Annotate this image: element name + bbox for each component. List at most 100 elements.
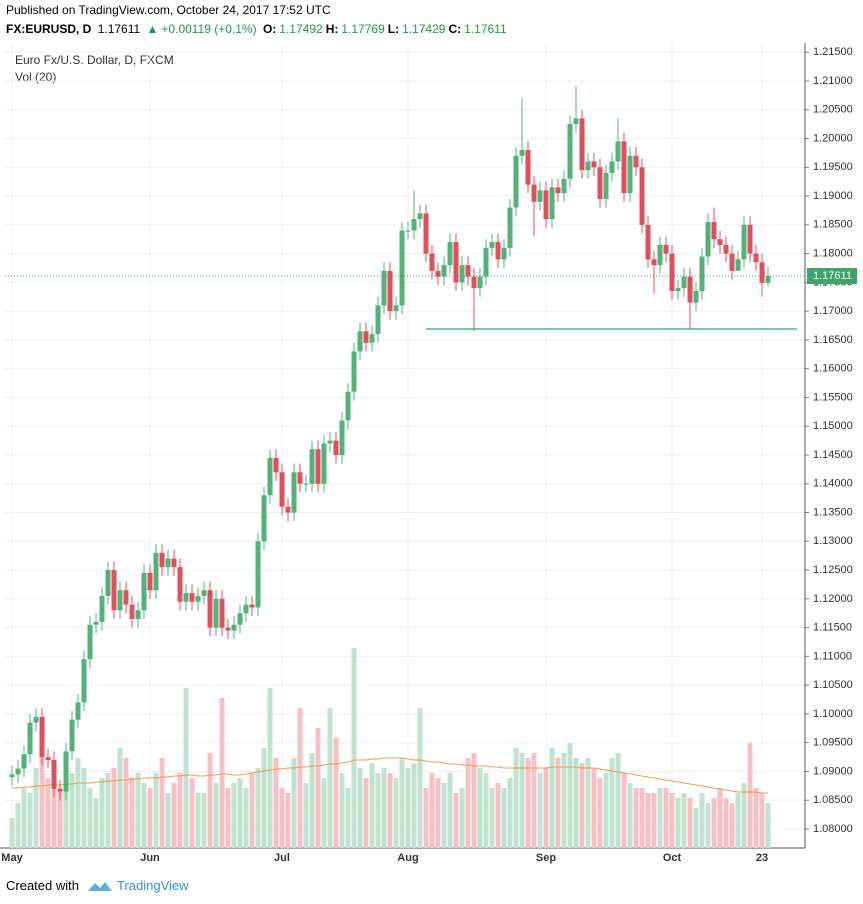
candle-body [75,702,81,720]
x-tick-label: Sep [536,852,556,864]
x-tick-label: Jul [274,852,290,864]
candle-body [183,593,189,602]
volume-bar [651,793,657,848]
candle-body [333,440,339,455]
candle-body [645,224,651,260]
candle-body [441,265,447,277]
volume-bar [333,738,339,848]
candle-body [477,276,483,289]
candle-body [249,604,255,608]
candle-body [591,161,597,168]
arrow: ▲ [146,22,159,36]
volume-bar [561,753,567,848]
candle-body [285,506,291,513]
volume-bar [765,803,771,848]
y-tick-label: 1.11000 [813,650,852,662]
volume-bar [111,768,117,848]
y-tick-label: 1.21500 [813,46,853,58]
volume-bar [405,768,411,848]
price: 1.17611 [97,22,141,36]
volume-bar [327,708,333,848]
volume-bar [669,793,675,848]
volume-bar [507,778,513,848]
candle-body [39,716,45,758]
volume-bar [531,753,537,848]
candle-body [747,224,753,254]
candle-body [279,472,285,507]
candle-body [213,598,219,628]
candle-body [129,604,135,619]
volume-bar [483,773,489,848]
volume-bar [495,783,501,848]
x-tick-label: Jun [140,852,160,864]
candle-body [9,774,15,778]
y-tick-label: 1.13500 [813,506,853,518]
candle-body [429,253,435,271]
volume-bar [171,783,177,848]
volume-bar [609,758,615,848]
volume-bar [501,788,507,848]
y-tick-label: 1.09500 [813,737,853,749]
volume-bar [135,773,141,848]
candle-body [63,751,69,792]
candle-body [765,275,771,283]
volume-bar [249,773,255,848]
candle-body [453,242,459,283]
volume-bar [183,688,189,848]
candle-body [237,613,243,625]
candle-body [117,590,123,611]
volume-ma [12,757,768,794]
x-tick-label: 23 [756,852,768,864]
candle-body [141,572,147,611]
candle-body [717,239,723,245]
candle-body [231,624,237,631]
volume-bar [735,793,741,848]
y-tick-label: 1.13000 [813,535,853,547]
candle-body [723,244,729,254]
volume-bar [93,798,99,848]
volume-bar [519,753,525,848]
volume-bar [27,793,33,848]
volume-bar [147,788,153,848]
volume-bar [291,758,297,848]
volume-bar [117,748,123,848]
candle-body [507,207,513,248]
brand[interactable]: TradingView [116,878,189,893]
volume-bar [375,773,381,848]
candle-body [105,570,111,596]
volume-bar [273,758,279,848]
candle-body [357,331,363,352]
footer: Created with TradingView [6,878,189,893]
volume-bar [417,708,423,848]
candle-body [219,598,225,628]
volume-bar [195,793,201,848]
volume-bar [99,778,105,848]
y-tick-label: 1.16000 [813,363,853,375]
ohlc-key: O: [262,22,277,36]
volume-bar [633,788,639,848]
y-tick-label: 1.15500 [813,391,853,403]
candle-body [93,621,99,625]
volume-bar [621,773,627,848]
volume-bar [393,778,399,848]
volume-bar [123,758,129,848]
candle-body [177,567,183,602]
volume-bar [579,763,585,848]
volume-legend: Vol (20) [15,70,56,84]
candle-body [345,391,351,421]
y-tick-label: 1.20500 [813,104,853,116]
volume-bar [81,768,87,848]
published-line: Published on TradingView.com, October 24… [6,3,334,17]
volume-bar [237,778,243,848]
candle-body [33,716,39,723]
candle-body [513,155,519,208]
volume-bar [15,803,21,848]
ohlc-value: 1.17769 [341,22,385,36]
volume-bar [663,788,669,848]
candle-body [339,420,345,455]
volume-bar [213,783,219,848]
candle-body [531,184,537,202]
ohlc-value: 1.17611 [464,22,507,36]
volume-bar [351,648,357,848]
candle-body [111,570,117,611]
